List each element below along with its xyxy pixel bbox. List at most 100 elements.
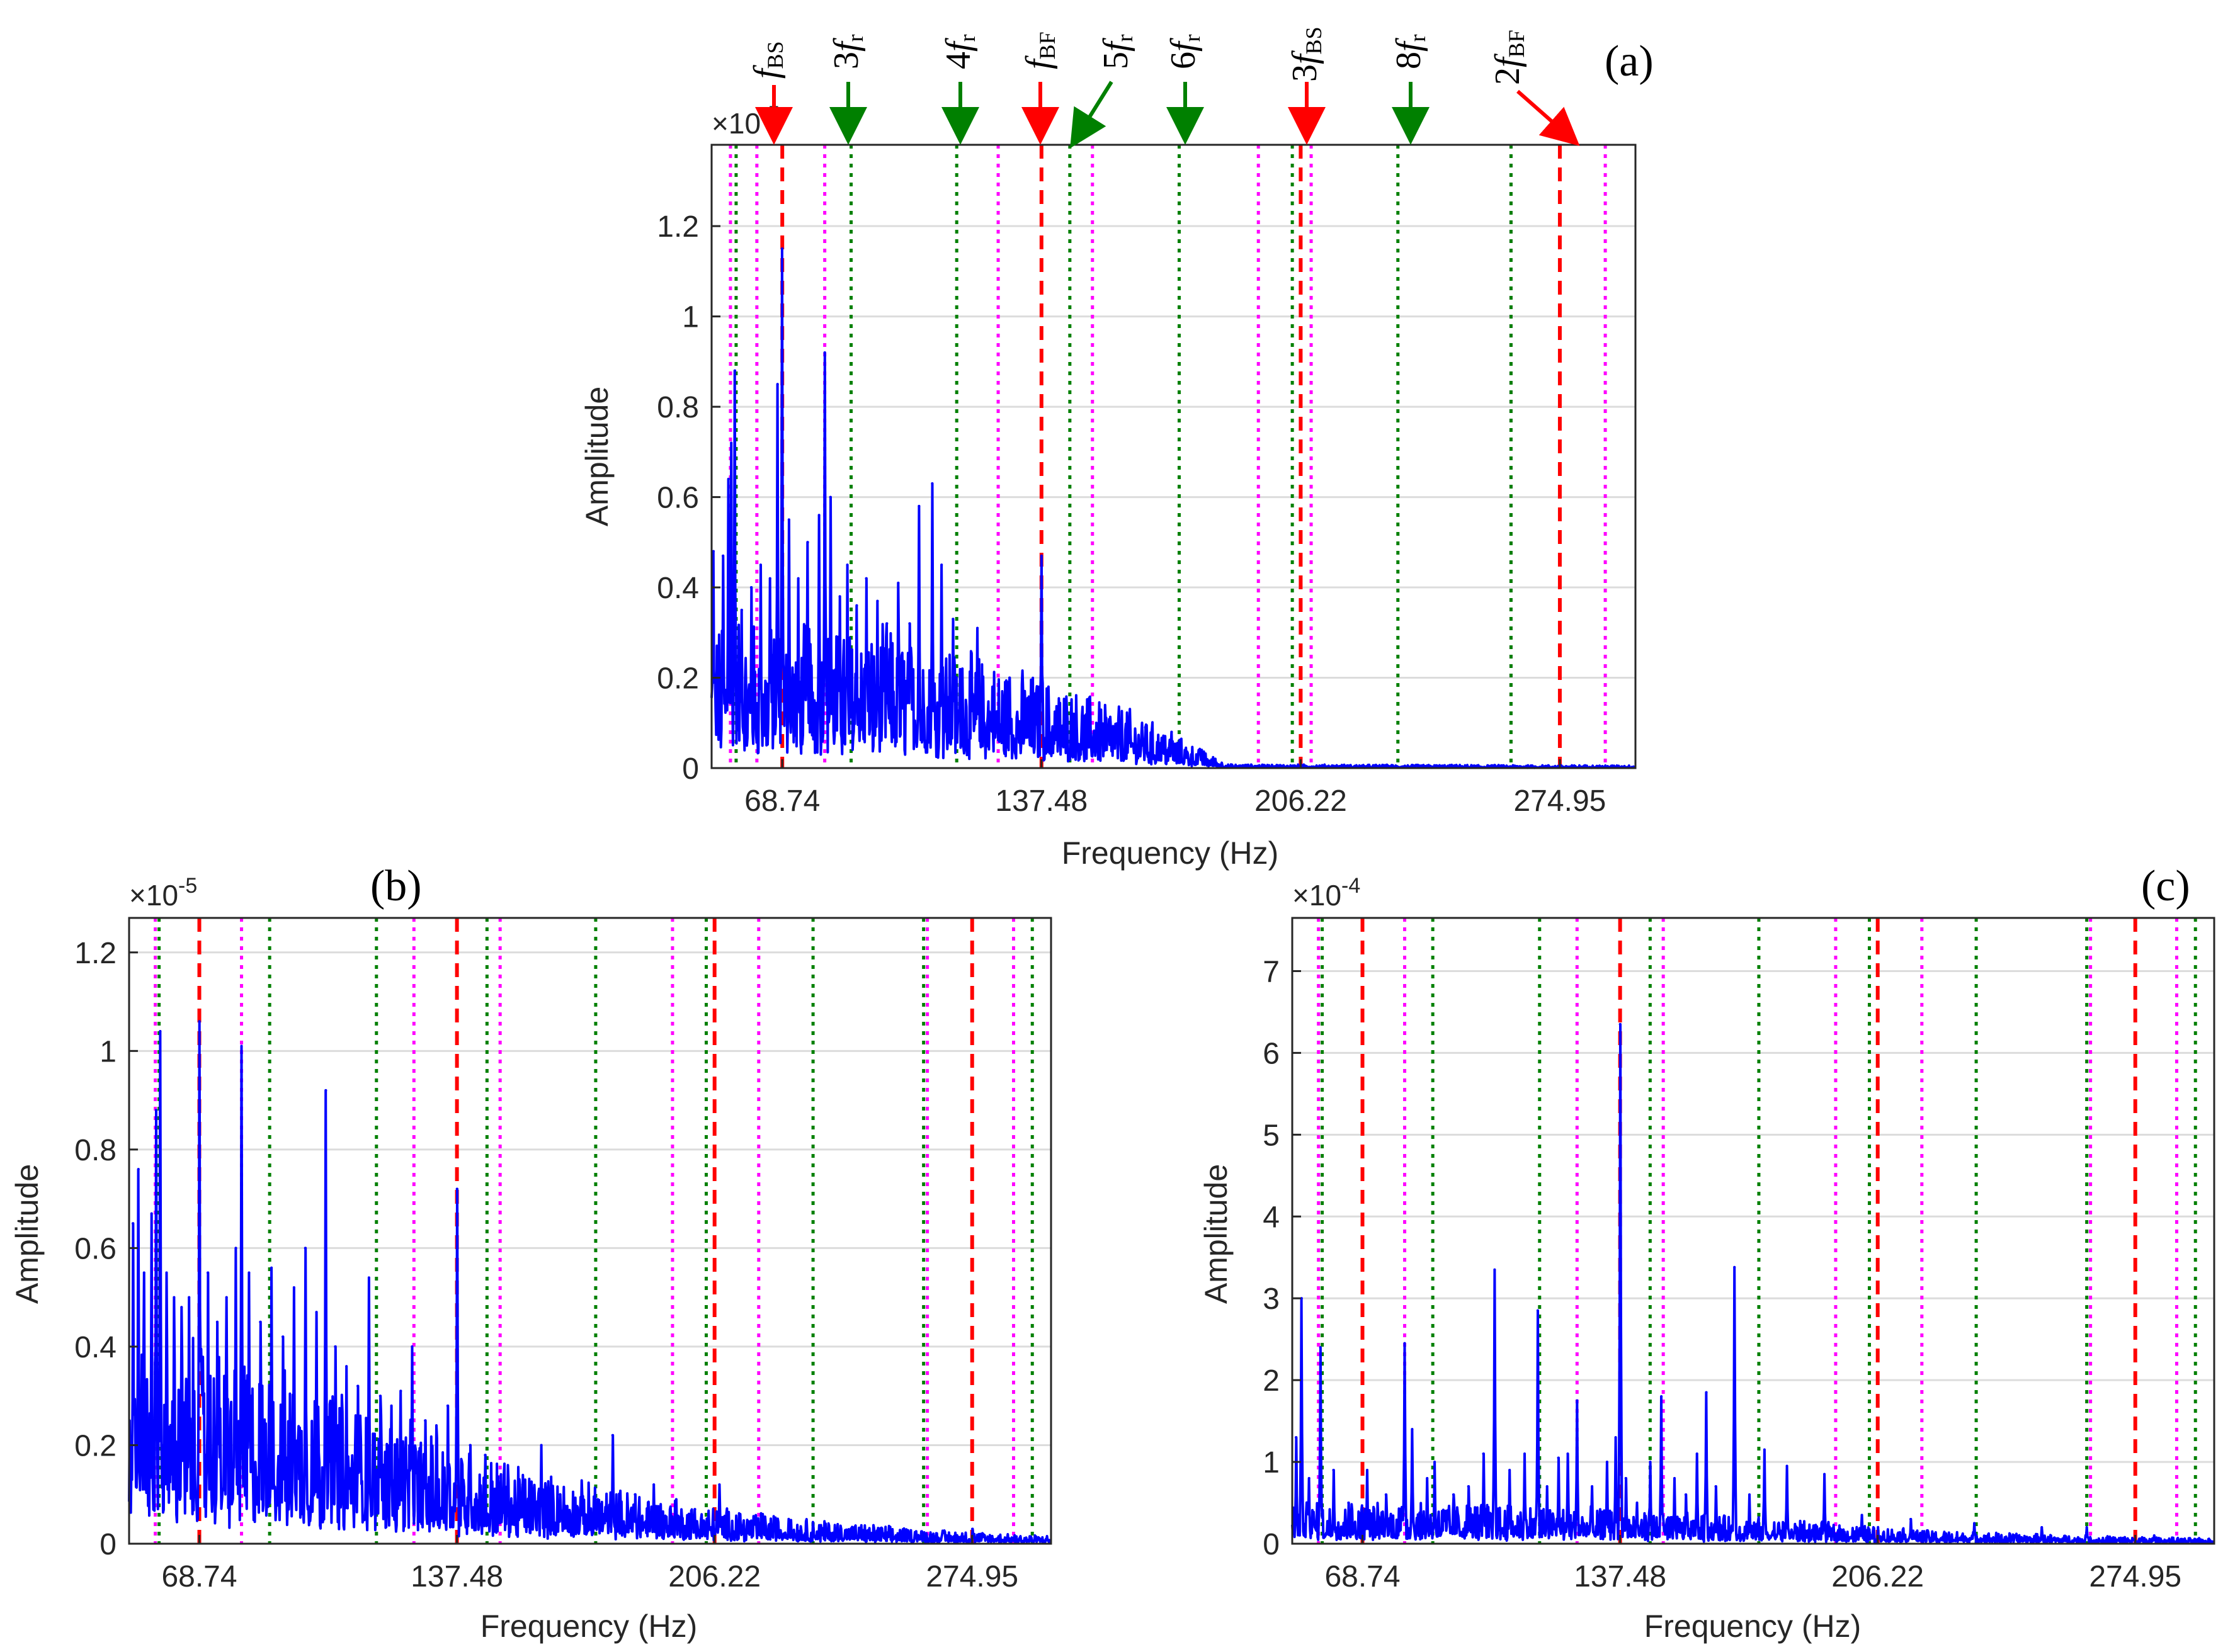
panel-a-peak-point-17 [829,495,832,499]
panel-a-ytick-label-6: 1.2 [657,210,699,244]
panel-c-peak-point-39 [1785,1464,1788,1468]
panel-b-peak-point-10 [198,1020,201,1023]
panel-b-peak-point-16 [247,1271,251,1274]
panel-b-xtick-label-3: 274.95 [926,1560,1018,1593]
panel-c-ylabel: Amplitude [1198,1164,1234,1304]
panel-c-exponent-base: ×10 [1292,879,1341,912]
panel-c-peak-point-21 [1566,1452,1569,1456]
panel-c-peak-point-10 [1426,1477,1429,1480]
panel-b-peak-point-48 [693,1508,696,1511]
panel-b-peak-point-24 [334,1345,337,1348]
panel-b-peak-point-22 [315,1311,318,1314]
panel-b-ytick-label-2: 0.4 [74,1331,117,1364]
panel-a-peak-point-29 [952,618,955,621]
annotation-f-bs-label: fBS [747,41,788,79]
panel-a-xtick-label-2: 206.22 [1254,784,1347,818]
panel-a-peak-point-22 [876,599,879,603]
panel-a-exponent-power: -5 [761,102,780,126]
panel-b-peak-point-42 [581,1498,584,1501]
panel-a-peak-point-20 [855,604,858,607]
panel-c-peak-point-20 [1557,1456,1560,1459]
panel-b-peak-point-5 [159,1030,162,1033]
panel-a-peak-point-25 [908,622,911,625]
panel-c-peak-point-40 [1823,1473,1826,1476]
panel-b-peak-point-45 [634,1493,637,1496]
panel-a-label: (a) [1605,37,1654,86]
annotation-3f-bs: 3fBS [1285,26,1326,145]
panel-b-peak-point-18 [270,1266,273,1269]
annotation-5fr: 5fr [1070,34,1137,149]
panel-b-spectrum [128,1020,1052,1544]
panel-a-peak-point-24 [897,581,900,584]
panel-b-exponent-base: ×10 [129,879,178,912]
annotation-3fr: 3fr [827,34,868,145]
panel-a-ytick-label-2: 0.4 [657,572,699,605]
panel-c-peak-point-33 [1695,1452,1698,1456]
panel-c-axes-box [1291,917,2215,1545]
panel-b-exponent: ×10-5 [129,874,197,912]
panel-a-ylabel: Amplitude [579,387,615,526]
panel-a-peak-point-40 [1144,726,1147,729]
panel-b-peak-point-33 [435,1424,438,1427]
panel-b-ytick-label-3: 0.6 [74,1232,117,1265]
panel-c-reference-lines [1317,918,2197,1544]
panel-b-axes-box [128,917,1052,1545]
panel-a-ytick-label-4: 0.8 [657,391,699,424]
panel-a-peak-point-30 [961,667,964,670]
panel-a-peak-point-0 [712,550,715,553]
panel-b-peak-point-40 [540,1444,543,1447]
panel-b-peak-point-30 [399,1389,402,1393]
annotation-3fr-label: 3fr [827,34,868,69]
annotation-6fr-label: 6fr [1164,34,1205,69]
panel-c-xlabel: Frequency (Hz) [1644,1609,1862,1644]
panel-b-peak-point-50 [739,1513,742,1516]
panel-b-peak-point-35 [455,1187,458,1191]
panel-a-peak-point-34 [1025,699,1028,702]
panel-b-peak-point-2 [142,1271,145,1274]
panel-a-peak-point-11 [781,247,784,250]
panel-b-xtick-label-0: 68.74 [161,1560,237,1593]
panel-a-peak-point-16 [823,351,826,354]
panel-a-spectrum-line [710,247,1637,769]
annotation-5fr-arrow [1070,81,1113,149]
panel-c-peak-point-35 [1714,1485,1717,1488]
panel-b-grid [129,951,1051,1446]
panel-c-peak-point-41 [1860,1513,1863,1517]
panel-a-peak-point-19 [846,563,849,567]
panel-c-xtick-label-3: 274.95 [2089,1560,2181,1593]
panel-c-peak-point-8 [1403,1342,1406,1345]
panel-c-peak-point-46 [2152,1534,2156,1537]
panel-c-peak-point-7 [1384,1493,1387,1496]
panel-b-peak-point-39 [521,1483,524,1486]
annotation-6fr: 6fr [1164,34,1205,145]
panel-c-peak-point-42 [1909,1518,1912,1521]
panel-c-peak-point-4 [1332,1469,1335,1472]
panel-a-xtick-label-3: 274.95 [1514,784,1606,818]
panel-a-axes-box [710,144,1637,769]
panel-c-peak-point-22 [1576,1399,1579,1402]
panel-a-peak-point-38 [1094,721,1098,725]
panel-c-ytick-label-0: 0 [1263,1528,1280,1561]
panel-c-ytick-label-2: 2 [1263,1364,1280,1398]
annotation-layer: fBS 3fr 4fr fBF 5fr 6fr 3fBS 8fr [747,26,1580,149]
panel-c-exponent-power: -4 [1341,874,1360,898]
panel-c-peak-point-3 [1319,1346,1322,1349]
panel-a-peak-point-14 [806,541,809,544]
panel-c-peak-point-12 [1452,1493,1455,1496]
panel-c-peak-point-16 [1508,1469,1511,1472]
panel-b-peak-point-14 [234,1247,237,1250]
panel-c-peak-point-5 [1347,1502,1350,1505]
panel-b-peak-point-37 [484,1454,487,1457]
panel-a-peak-point-9 [768,577,771,580]
panel-c-peak-point-32 [1684,1493,1687,1496]
panel-a-xtick-label-0: 68.74 [744,784,820,818]
panel-c-peak-point-13 [1467,1485,1470,1488]
panel-b-peak-point-44 [611,1434,614,1437]
panel-b-ytick-label-5: 1 [99,1035,117,1068]
panel-a-axes: 0 0.2 0.4 0.6 0.8 1 1.2 68.74 137.48 206.22 274.95 [657,144,1637,818]
panel-c-xtick-label-2: 206.22 [1831,1560,1924,1593]
panel-b-peak-point-11 [206,1271,209,1274]
panel-b-axes: 0 0.2 0.4 0.6 0.8 1 1.2 68.74 137.48 206.22 274.95 [74,917,1052,1593]
panel-c-peak-point-17 [1523,1452,1526,1456]
panel-c-peak-point-37 [1748,1493,1751,1496]
